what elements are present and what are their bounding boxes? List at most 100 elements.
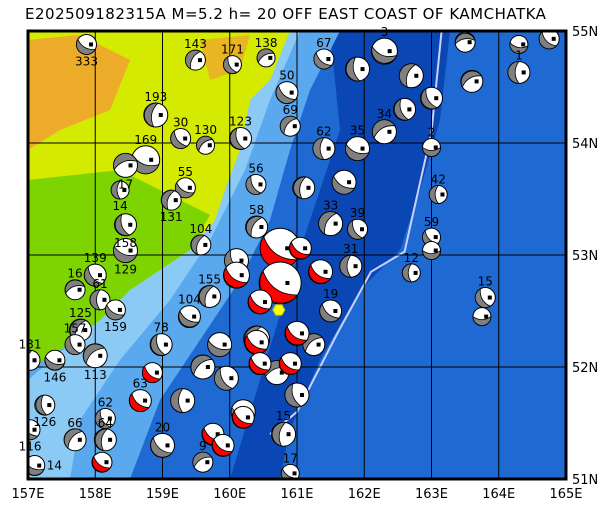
beachball[interactable] xyxy=(370,37,398,65)
beachball[interactable] xyxy=(244,329,270,355)
beachball[interactable] xyxy=(131,145,161,175)
beachball[interactable] xyxy=(256,48,276,68)
beachball[interactable] xyxy=(248,352,272,376)
beachball-compression xyxy=(150,333,166,356)
beachball[interactable] xyxy=(160,189,182,211)
beachball[interactable] xyxy=(143,102,169,128)
beachball-compression xyxy=(509,42,529,54)
beachball[interactable] xyxy=(247,289,273,315)
beachball[interactable] xyxy=(20,349,41,371)
beachball[interactable] xyxy=(538,29,560,50)
beachball[interactable] xyxy=(170,388,196,414)
beachball[interactable] xyxy=(222,55,242,75)
beachball[interactable] xyxy=(331,169,357,195)
beachball[interactable] xyxy=(113,152,139,178)
beachball-compression xyxy=(207,339,232,357)
beachball[interactable] xyxy=(288,236,312,260)
beachball[interactable] xyxy=(507,60,531,84)
beachball[interactable] xyxy=(393,97,417,121)
beachball[interactable] xyxy=(20,419,41,441)
beachball[interactable] xyxy=(313,48,335,70)
beachball[interactable] xyxy=(280,463,300,482)
beachball[interactable] xyxy=(245,173,267,195)
beachball[interactable] xyxy=(198,284,222,308)
beachball[interactable] xyxy=(177,305,201,329)
beachball[interactable] xyxy=(318,211,344,237)
beachball-compression xyxy=(284,383,302,408)
beachball[interactable] xyxy=(192,451,214,473)
beachball[interactable] xyxy=(229,127,253,151)
beachball[interactable] xyxy=(211,433,235,457)
beachball[interactable] xyxy=(174,177,196,199)
beachball[interactable] xyxy=(190,354,216,380)
beachball[interactable] xyxy=(284,382,310,408)
beachball[interactable] xyxy=(472,307,492,327)
p-axis-marker xyxy=(360,67,365,72)
beachball[interactable] xyxy=(275,81,299,105)
beachball[interactable] xyxy=(170,128,192,150)
beachball[interactable] xyxy=(149,333,173,357)
beachball[interactable] xyxy=(44,349,66,371)
beachball[interactable] xyxy=(284,320,310,346)
beachball[interactable] xyxy=(428,185,448,205)
beachball[interactable] xyxy=(347,218,369,240)
beachball[interactable] xyxy=(422,137,441,157)
p-axis-marker xyxy=(225,443,230,448)
event-depth-label: 78 xyxy=(154,321,169,335)
beachball[interactable] xyxy=(83,263,107,287)
beachball[interactable] xyxy=(312,137,336,161)
beachball[interactable] xyxy=(25,455,46,477)
beachball[interactable] xyxy=(184,49,206,71)
beachball[interactable] xyxy=(271,421,297,447)
beachball[interactable] xyxy=(319,299,343,323)
beachball-compression xyxy=(345,56,361,82)
beachball[interactable] xyxy=(34,394,56,416)
beachball[interactable] xyxy=(371,119,397,145)
beachball-compression xyxy=(192,451,213,469)
p-axis-marker xyxy=(183,136,188,141)
beachball[interactable] xyxy=(64,279,86,301)
beachball[interactable] xyxy=(64,334,86,356)
beachball[interactable] xyxy=(207,332,233,358)
beachball[interactable] xyxy=(114,213,138,237)
beachball[interactable] xyxy=(345,56,371,82)
beachball[interactable] xyxy=(231,405,255,429)
beachball[interactable] xyxy=(345,136,371,162)
beachball[interactable] xyxy=(213,365,239,391)
beachball[interactable] xyxy=(82,343,108,369)
beachball[interactable] xyxy=(141,362,163,384)
beachball[interactable] xyxy=(420,86,443,110)
beachball[interactable] xyxy=(401,263,421,283)
beachball[interactable] xyxy=(278,352,302,376)
beachball[interactable] xyxy=(279,115,301,137)
lon-tick-label: 157E xyxy=(11,487,44,502)
beachball[interactable] xyxy=(339,254,363,278)
beachball[interactable] xyxy=(422,241,441,261)
beachball[interactable] xyxy=(245,215,269,239)
beachball[interactable] xyxy=(89,289,111,311)
beachball[interactable] xyxy=(190,234,212,256)
beachball[interactable] xyxy=(454,31,476,53)
beachball[interactable] xyxy=(113,238,139,264)
beachball[interactable] xyxy=(63,428,87,452)
beachball[interactable] xyxy=(150,432,175,458)
event-depth-label: 3 xyxy=(381,25,389,39)
beachball[interactable] xyxy=(308,259,334,285)
beachball[interactable] xyxy=(110,180,130,200)
beachball[interactable] xyxy=(104,299,126,321)
beachball[interactable] xyxy=(460,69,484,93)
beachball[interactable] xyxy=(76,33,98,55)
beachball-compression xyxy=(460,70,483,88)
beachball[interactable] xyxy=(93,428,117,452)
beachball[interactable] xyxy=(196,135,216,155)
beachball[interactable] xyxy=(222,261,250,289)
beachball[interactable] xyxy=(91,451,113,473)
beachball-compression xyxy=(232,410,254,429)
beachball[interactable] xyxy=(474,287,496,309)
beachball[interactable] xyxy=(398,63,424,89)
event-depth-label: 104 xyxy=(189,222,212,236)
lon-tick-label: 165E xyxy=(549,487,582,502)
beachball[interactable] xyxy=(509,34,529,54)
beachball[interactable] xyxy=(128,389,152,413)
beachball[interactable] xyxy=(292,176,316,200)
